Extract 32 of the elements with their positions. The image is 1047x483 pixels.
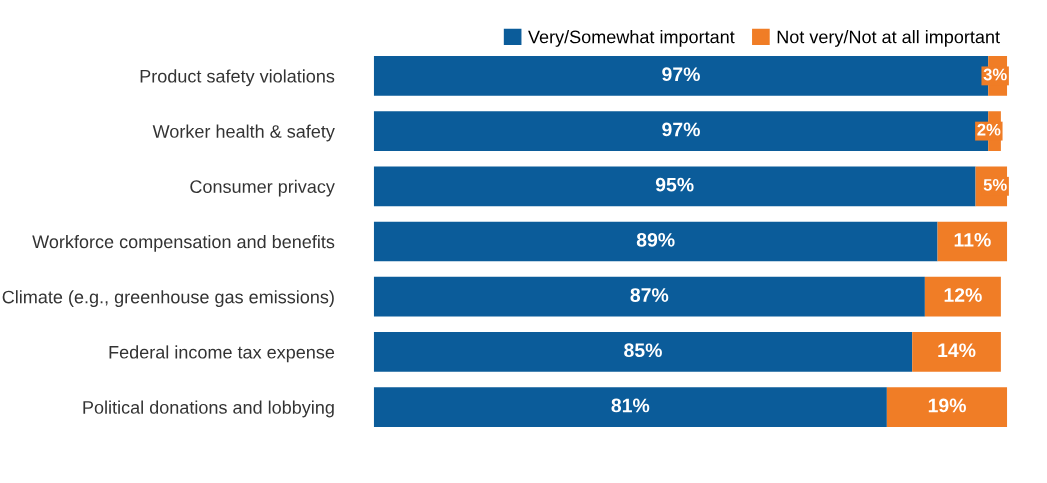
bar — [937, 221, 1008, 262]
y-tick-label: Product safety violations — [140, 69, 335, 87]
data-label: 11% — [954, 233, 991, 247]
data-label: 89% — [636, 232, 675, 247]
legend-label: Very/Somewhat important — [528, 30, 735, 47]
data-label: 85% — [624, 343, 662, 358]
data-label: 95% — [655, 177, 694, 192]
bar — [373, 332, 913, 372]
y-tick-label: Worker health & safety — [152, 124, 335, 142]
data-label: 87% — [630, 288, 669, 302]
data-label: 5% — [983, 179, 1007, 191]
data-label: 97% — [662, 122, 700, 137]
y-tick-label: Climate (e.g., greenhouse gas emissions) — [2, 290, 334, 307]
data-label: 81% — [611, 398, 650, 413]
data-label: 97% — [662, 67, 700, 82]
bar — [912, 332, 1001, 372]
data-label: 14% — [938, 343, 976, 358]
y-tick-label: Workforce compensation and benefits — [32, 234, 335, 252]
bar — [924, 276, 1001, 317]
data-label: 19% — [928, 398, 966, 413]
bar — [373, 276, 925, 317]
data-label: 2% — [977, 123, 1001, 136]
bar — [373, 166, 976, 207]
bar — [886, 387, 1008, 427]
bar — [373, 387, 887, 427]
y-tick-label: Political donations and lobbying — [83, 400, 334, 418]
legend-label: Not very/Not at all important — [777, 30, 1000, 47]
y-tick-label: Consumer privacy — [190, 179, 335, 197]
data-label: 3% — [983, 68, 1007, 81]
data-label: 12% — [944, 288, 982, 302]
bar — [373, 221, 938, 262]
y-tick-label: Federal income tax expense — [109, 345, 335, 363]
